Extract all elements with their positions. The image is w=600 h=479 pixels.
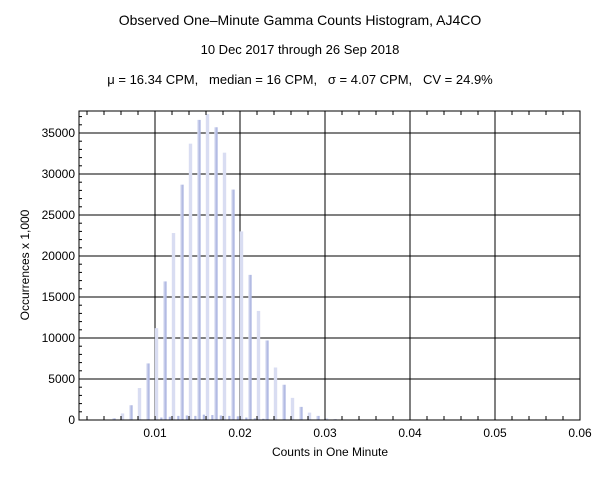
histogram-bar bbox=[211, 415, 214, 420]
histogram-bar-shade bbox=[197, 119, 199, 420]
histogram-bar bbox=[292, 397, 295, 420]
histogram-bar-shade bbox=[163, 281, 165, 420]
plot-frame bbox=[78, 110, 581, 421]
y-axis-label: Occurrences x 1,000 bbox=[18, 209, 32, 320]
histogram-bar bbox=[122, 413, 125, 420]
histogram-bar bbox=[266, 340, 269, 420]
histogram-bar-shade bbox=[290, 397, 292, 420]
y-tick-labels: 0 5000 10000 15000 20000 25000 30000 35000 bbox=[42, 126, 76, 427]
histogram-bar-shade bbox=[112, 418, 114, 420]
y-tick-label: 0 bbox=[68, 413, 75, 427]
histogram-bar bbox=[181, 184, 184, 420]
histogram-bar bbox=[283, 384, 286, 420]
chart-title: Observed One–Minute Gamma Counts Histogr… bbox=[118, 12, 482, 28]
histogram-bar-shade bbox=[214, 127, 216, 420]
histogram-bar-shade bbox=[129, 405, 131, 420]
histogram-bar bbox=[326, 418, 329, 420]
x-tick-labels: 0.01 0.02 0.03 0.04 0.05 0.06 bbox=[143, 426, 592, 440]
histogram-bar bbox=[253, 418, 256, 420]
histogram-bar bbox=[113, 418, 116, 420]
histogram-bar-shade bbox=[222, 152, 224, 420]
histogram-bar bbox=[232, 189, 235, 420]
y-tick-label: 25000 bbox=[42, 208, 76, 222]
y-tick-label: 10000 bbox=[42, 331, 76, 345]
histogram-bar-shade bbox=[239, 231, 241, 420]
histogram-bar-shade bbox=[180, 184, 182, 420]
histogram-bar-shade bbox=[146, 363, 148, 420]
histogram-bar-shade bbox=[171, 233, 173, 420]
histogram-bar-shade bbox=[256, 310, 258, 420]
x-axis-label: Counts in One Minute bbox=[272, 445, 388, 459]
histogram-bar bbox=[249, 274, 252, 420]
y-tick-label: 20000 bbox=[42, 249, 76, 263]
histogram-bar-shade bbox=[316, 415, 318, 420]
histogram-bar bbox=[275, 367, 278, 420]
x-tick-label: 0.05 bbox=[483, 426, 507, 440]
histogram-bar bbox=[207, 114, 210, 420]
x-tick-label: 0.06 bbox=[568, 426, 592, 440]
histogram-bar bbox=[139, 388, 142, 420]
histogram-bar-shade bbox=[231, 189, 233, 420]
y-tick-label: 35000 bbox=[42, 126, 76, 140]
histogram-bar bbox=[245, 417, 248, 420]
histogram-bar bbox=[168, 416, 171, 420]
histogram-bar-shade bbox=[205, 114, 207, 420]
histogram-bar bbox=[241, 231, 244, 420]
histogram-bar bbox=[215, 127, 218, 420]
histogram-bar bbox=[185, 415, 188, 420]
x-tick-label: 0.03 bbox=[313, 426, 337, 440]
histogram-bar-shade bbox=[248, 274, 250, 420]
histogram-bar-shade bbox=[299, 406, 301, 420]
histogram-bar bbox=[202, 414, 205, 420]
ticks bbox=[79, 111, 564, 420]
x-tick-label: 0.01 bbox=[143, 426, 167, 440]
histogram-bar bbox=[173, 233, 176, 420]
grid bbox=[79, 111, 581, 420]
histogram-bar bbox=[262, 418, 265, 420]
y-tick-label: 5000 bbox=[48, 372, 75, 386]
histogram-bar bbox=[164, 281, 167, 420]
histogram-bar-shade bbox=[282, 384, 284, 420]
histogram-bar bbox=[258, 310, 261, 420]
histogram-bar bbox=[198, 119, 201, 420]
histogram-bar bbox=[317, 415, 320, 420]
histogram-bar bbox=[177, 415, 180, 420]
histogram-bar bbox=[300, 406, 303, 420]
stats-line: μ = 16.34 CPM, median = 16 CPM, σ = 4.07… bbox=[107, 72, 493, 87]
histogram-bar bbox=[160, 417, 163, 420]
histogram-bar bbox=[309, 412, 312, 420]
y-tick-label: 15000 bbox=[42, 290, 76, 304]
histogram-bar bbox=[194, 415, 197, 420]
histogram-bar-shade bbox=[154, 328, 156, 420]
histogram-bar bbox=[219, 415, 222, 420]
histogram-bar-shade bbox=[265, 340, 267, 420]
x-tick-label: 0.04 bbox=[398, 426, 422, 440]
chart-subtitle: 10 Dec 2017 through 26 Sep 2018 bbox=[200, 42, 400, 57]
histogram-bar bbox=[236, 416, 239, 420]
y-tick-label: 30000 bbox=[42, 167, 76, 181]
histogram-bar bbox=[147, 363, 150, 420]
histogram-bar bbox=[130, 405, 133, 420]
bars bbox=[112, 114, 337, 420]
histogram-bar-shade bbox=[188, 143, 190, 420]
histogram-bar bbox=[228, 415, 231, 420]
histogram-bar bbox=[190, 143, 193, 420]
histogram-bar bbox=[156, 328, 159, 420]
histogram-bar bbox=[224, 152, 227, 420]
histogram-bar-shade bbox=[137, 388, 139, 420]
x-tick-label: 0.02 bbox=[228, 426, 252, 440]
histogram-bar-shade bbox=[273, 367, 275, 420]
